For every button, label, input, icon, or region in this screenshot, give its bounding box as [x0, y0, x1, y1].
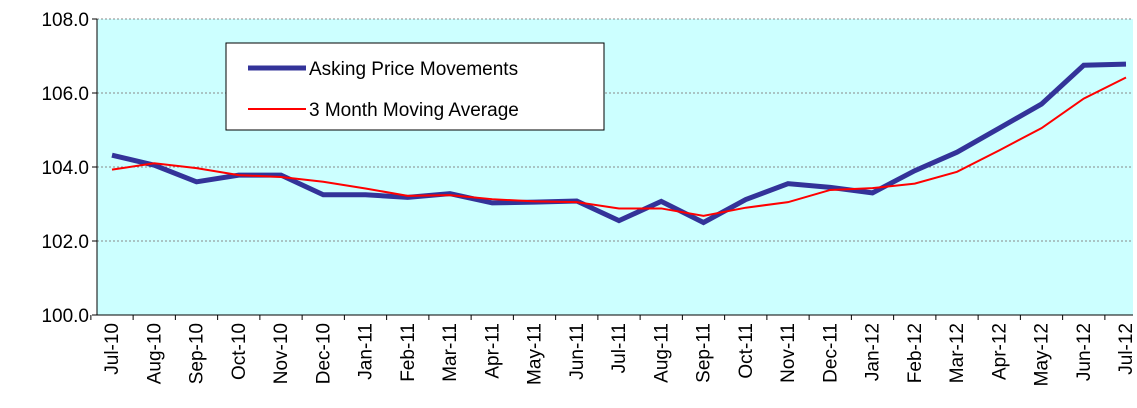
y-tick-label: 104.0 — [41, 158, 89, 179]
x-tick-label: Oct-10 — [229, 323, 250, 380]
x-tick-label: Mar-12 — [947, 323, 968, 383]
y-tick-label: 106.0 — [41, 84, 89, 105]
x-tick-label: May-11 — [525, 323, 546, 385]
x-tick-label: Jul-12 — [1116, 323, 1137, 375]
x-tick-label: May-12 — [1032, 323, 1053, 386]
x-tick-label: Mar-11 — [440, 323, 461, 382]
y-tick-label: 100.0 — [41, 306, 89, 327]
x-tick-label: Aug-10 — [144, 323, 165, 384]
x-tick-label: Apr-11 — [482, 323, 503, 379]
x-tick-label: Nov-10 — [271, 323, 292, 384]
x-tick-label: Jun-12 — [1074, 323, 1095, 381]
y-tick-label: 102.0 — [41, 232, 89, 253]
x-tick-label: Jul-10 — [102, 323, 123, 375]
x-tick-label: Sep-10 — [187, 323, 208, 384]
series-line — [111, 76, 1127, 217]
x-tick-label: Feb-11 — [398, 323, 419, 382]
x-tick-label: Feb-12 — [905, 323, 926, 383]
x-tick-label: Jan-11 — [356, 323, 377, 380]
x-tick-label: Jan-12 — [863, 323, 884, 381]
x-tick-label: Apr-12 — [989, 323, 1010, 380]
x-tick-label: Jun-11 — [567, 323, 588, 380]
x-tick-label: Dec-10 — [313, 323, 334, 384]
x-tick-label: Nov-11 — [778, 323, 799, 383]
series-line — [111, 61, 1127, 226]
x-tick-label: Jul-11 — [609, 323, 630, 373]
legend-label: Asking Price Movements — [309, 59, 518, 80]
y-tick-label: 108.0 — [41, 10, 89, 31]
x-tick-label: Oct-11 — [736, 323, 757, 379]
x-tick-label: Aug-11 — [651, 323, 672, 383]
legend-label: 3 Month Moving Average — [309, 100, 519, 121]
legend-box — [225, 42, 605, 131]
x-tick-label: Sep-11 — [694, 323, 715, 383]
x-tick-label: Dec-11 — [820, 323, 841, 383]
